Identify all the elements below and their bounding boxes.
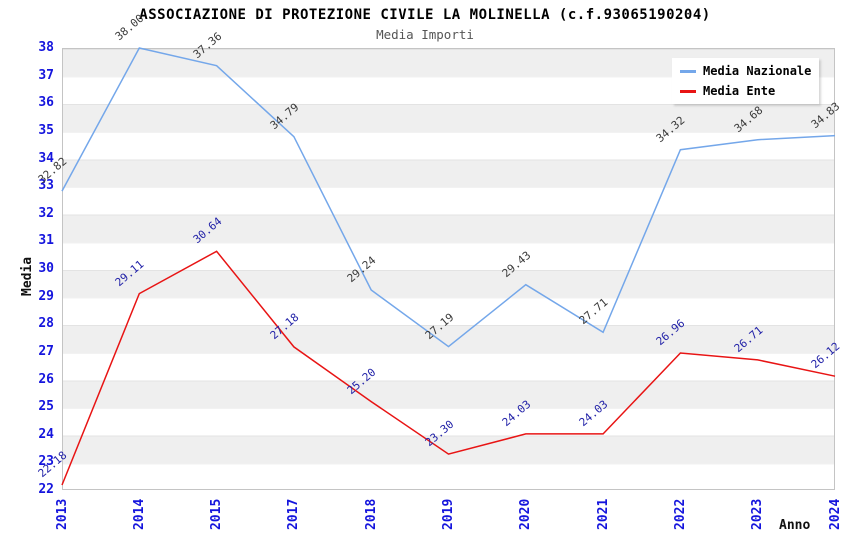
x-tick-label: 2019	[441, 498, 456, 530]
y-tick-label: 37	[38, 67, 54, 83]
legend-item: Media Ente	[680, 84, 811, 98]
legend-item-label: Media Nazionale	[703, 64, 812, 78]
y-tick-label: 36	[38, 95, 54, 111]
y-tick-label: 31	[38, 233, 54, 249]
y-tick-label: 25	[38, 399, 54, 415]
y-tick-label: 29	[38, 288, 54, 304]
y-tick-label: 24	[38, 426, 54, 442]
x-tick-label: 2021	[595, 498, 611, 530]
x-tick-label: 2022	[672, 498, 688, 530]
y-tick-label: 22	[38, 482, 54, 497]
x-tick-label: 2020	[518, 498, 534, 530]
chart-subtitle: Media Importi	[376, 27, 474, 42]
chart-title: ASSOCIAZIONE DI PROTEZIONE CIVILE LA MOL…	[139, 7, 711, 23]
legend-item: Media Nazionale	[680, 64, 811, 78]
y-tick-label: 32	[38, 205, 54, 221]
legend-line-swatch	[680, 89, 696, 93]
x-tick-label: 2023	[750, 498, 766, 530]
y-tick-label: 38	[38, 40, 54, 55]
x-tick-label: 2014	[131, 498, 147, 530]
x-tick-label: 2018	[363, 498, 379, 530]
y-tick-label: 35	[38, 122, 54, 138]
x-tick-label: 2015	[209, 498, 225, 530]
x-tick-label: 2013	[54, 498, 70, 530]
x-axis-title: Anno	[779, 518, 811, 533]
y-tick-label: 23	[38, 454, 54, 470]
y-axis-title: Media	[20, 256, 35, 296]
y-tick-label: 26	[38, 371, 54, 387]
y-tick-label: 28	[38, 316, 54, 332]
legend: Media Nazionale Media Ente	[672, 58, 820, 104]
x-tick-label: 2017	[286, 498, 302, 530]
legend-item-label: Media Ente	[703, 84, 776, 98]
legend-line-swatch	[680, 69, 696, 73]
y-tick-label: 30	[38, 261, 54, 276]
y-tick-label: 27	[38, 343, 54, 359]
y-tick-label: 33	[38, 178, 54, 194]
y-tick-label: 34	[38, 150, 54, 166]
x-tick-label: 2024	[827, 498, 843, 530]
